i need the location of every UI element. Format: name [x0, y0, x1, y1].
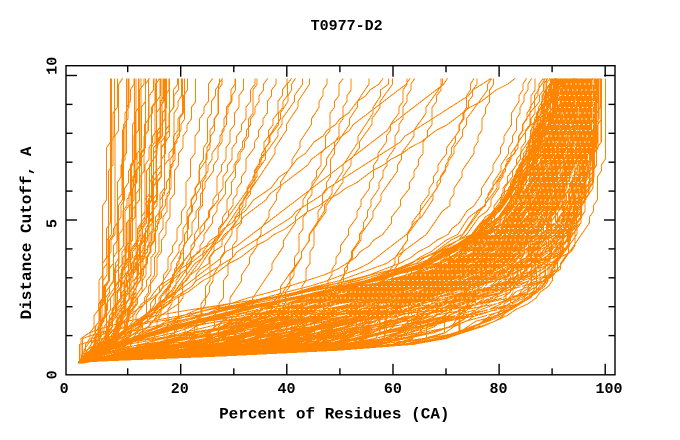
- svg-text:Percent of Residues (CA): Percent of Residues (CA): [219, 406, 449, 424]
- svg-text:100: 100: [595, 381, 622, 398]
- svg-text:T0977-D2: T0977-D2: [311, 18, 383, 35]
- svg-text:40: 40: [277, 381, 295, 398]
- svg-text:0: 0: [44, 370, 61, 379]
- svg-text:10: 10: [44, 57, 61, 75]
- svg-text:0: 0: [60, 381, 69, 398]
- svg-text:Distance Cutoff, A: Distance Cutoff, A: [18, 146, 36, 319]
- svg-text:20: 20: [171, 381, 189, 398]
- svg-text:80: 80: [489, 381, 507, 398]
- svg-text:60: 60: [384, 381, 402, 398]
- svg-text:5: 5: [44, 219, 61, 228]
